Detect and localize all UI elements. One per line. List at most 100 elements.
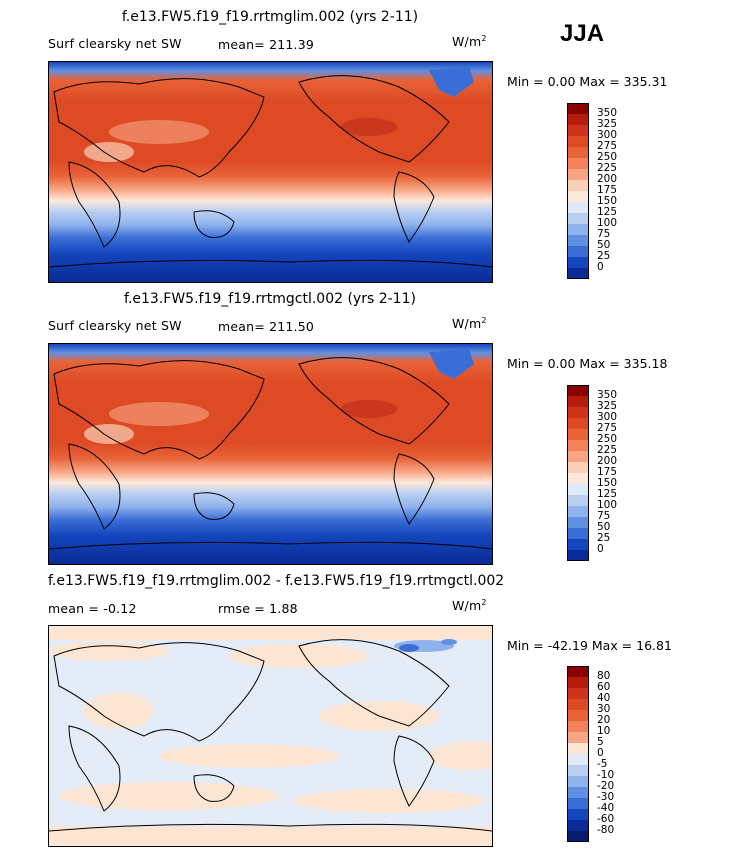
panel-3-map-svg xyxy=(49,626,492,846)
colorbar-tick-label: -20 xyxy=(597,780,615,792)
colorbar-tick-label: -60 xyxy=(597,813,615,825)
colorbar-swatch xyxy=(567,462,589,473)
colorbar-tick-label: -10 xyxy=(597,769,615,781)
colorbar-swatch xyxy=(567,506,589,517)
colorbar-swatch xyxy=(567,429,589,440)
panel-1-units: W/m2 xyxy=(452,34,487,50)
colorbar-tick-label: 50 xyxy=(597,239,611,251)
colorbar-swatch xyxy=(567,235,589,246)
panel-3-title: f.e13.FW5.f19_f19.rrtmglim.002 - f.e13.F… xyxy=(48,573,505,589)
panel-2-title: f.e13.FW5.f19_f19.rrtmgctl.002 (yrs 2-11… xyxy=(124,291,416,307)
colorbar-swatch xyxy=(567,721,589,732)
colorbar-swatch xyxy=(567,396,589,407)
colorbar-tick-label: 60 xyxy=(597,681,611,693)
panel-2-minmax: Min = 0.00 Max = 335.18 xyxy=(507,356,668,371)
colorbar-swatch xyxy=(567,550,589,561)
colorbar-swatch xyxy=(567,246,589,257)
colorbar-swatch xyxy=(567,473,589,484)
colorbar-tick-label: 175 xyxy=(597,184,618,196)
colorbar-swatch xyxy=(567,385,589,396)
colorbar-swatch xyxy=(567,407,589,418)
panel-2-map-svg xyxy=(49,344,492,564)
panel-1-title: f.e13.FW5.f19_f19.rrtmglim.002 (yrs 2-11… xyxy=(121,9,419,25)
colorbar-tick-label: 150 xyxy=(597,477,618,489)
colorbar-tick-label: 225 xyxy=(597,444,618,456)
colorbar-swatch xyxy=(567,114,589,125)
colorbar-tick-label: 25 xyxy=(597,250,611,262)
colorbar-tick-label: 0 xyxy=(597,747,604,759)
colorbar-tick-label: 200 xyxy=(597,455,618,467)
colorbar-tick-label: 0 xyxy=(597,543,604,555)
colorbar-tick-label: 80 xyxy=(597,670,611,682)
colorbar-swatch xyxy=(567,798,589,809)
colorbar-tick-label: 50 xyxy=(597,521,611,533)
colorbar-tick-label: 10 xyxy=(597,725,611,737)
colorbar-tick-label: 0 xyxy=(597,261,604,273)
colorbar-tick-label: 20 xyxy=(597,714,611,726)
colorbar-tick-label: 150 xyxy=(597,195,618,207)
panel-2-units: W/m2 xyxy=(452,316,487,332)
colorbar-swatch xyxy=(567,666,589,677)
colorbar-tick-label: 125 xyxy=(597,206,618,218)
colorbar-swatch xyxy=(567,224,589,235)
colorbar-tick-label: 5 xyxy=(597,736,604,748)
colorbar-swatch xyxy=(567,765,589,776)
colorbar-swatch xyxy=(567,809,589,820)
colorbar-tick-label: 250 xyxy=(597,433,618,445)
colorbar-swatch xyxy=(567,257,589,268)
colorbar-swatch xyxy=(567,688,589,699)
colorbar-swatch xyxy=(567,743,589,754)
panel-1-map-svg xyxy=(49,62,492,282)
colorbar-tick-label: 300 xyxy=(597,129,618,141)
colorbar-swatch xyxy=(567,699,589,710)
colorbar-swatch xyxy=(567,820,589,831)
colorbar-swatch xyxy=(567,147,589,158)
panel-3-minmax: Min = -42.19 Max = 16.81 xyxy=(507,638,672,653)
colorbar-swatch xyxy=(567,103,589,114)
colorbar-tick-label: 350 xyxy=(597,107,618,119)
colorbar-tick-label: 100 xyxy=(597,499,618,511)
colorbar-swatch xyxy=(567,158,589,169)
colorbar-swatch xyxy=(567,732,589,743)
panel-3-mean-label: mean = -0.12 xyxy=(48,601,137,616)
colorbar-swatch xyxy=(567,191,589,202)
colorbar-tick-label: 275 xyxy=(597,140,618,152)
colorbar-tick-label: 275 xyxy=(597,422,618,434)
colorbar-swatch xyxy=(567,451,589,462)
colorbar-swatch xyxy=(567,787,589,798)
colorbar-swatch xyxy=(567,484,589,495)
colorbar-tick-label: 325 xyxy=(597,118,618,130)
panel-3-map xyxy=(48,625,493,847)
panel-2-mean-label: mean= 211.50 xyxy=(218,319,315,334)
colorbar-swatch xyxy=(567,180,589,191)
colorbar-tick-label: 75 xyxy=(597,228,611,240)
colorbar-tick-label: 40 xyxy=(597,692,611,704)
panel-1-variable-label: Surf clearsky net SW xyxy=(48,36,182,51)
colorbar-tick-label: -5 xyxy=(597,758,608,770)
colorbar-tick-label: 75 xyxy=(597,510,611,522)
colorbar-tick-label: 125 xyxy=(597,488,618,500)
panel-2-map xyxy=(48,343,493,565)
panel-1-map xyxy=(48,61,493,283)
colorbar-swatch xyxy=(567,169,589,180)
colorbar-tick-label: 175 xyxy=(597,466,618,478)
season-label: JJA xyxy=(560,20,605,47)
colorbar-swatch xyxy=(567,677,589,688)
colorbar-swatch xyxy=(567,831,589,842)
colorbar-tick-label: -40 xyxy=(597,802,615,814)
colorbar-tick-label: 300 xyxy=(597,411,618,423)
colorbar-swatch xyxy=(567,125,589,136)
colorbar-swatch xyxy=(567,495,589,506)
colorbar-swatch xyxy=(567,136,589,147)
colorbar-tick-label: 200 xyxy=(597,173,618,185)
panel-3-rmse-label: rmse = 1.88 xyxy=(218,601,298,616)
panel-2-variable-label: Surf clearsky net SW xyxy=(48,318,182,333)
colorbar-tick-label: 225 xyxy=(597,162,618,174)
colorbar-tick-label: 350 xyxy=(597,389,618,401)
colorbar-tick-label: 100 xyxy=(597,217,618,229)
colorbar-swatch xyxy=(567,528,589,539)
colorbar-swatch xyxy=(567,517,589,528)
colorbar-tick-label: -80 xyxy=(597,824,615,836)
colorbar-tick-label: 250 xyxy=(597,151,618,163)
colorbar-swatch xyxy=(567,268,589,279)
